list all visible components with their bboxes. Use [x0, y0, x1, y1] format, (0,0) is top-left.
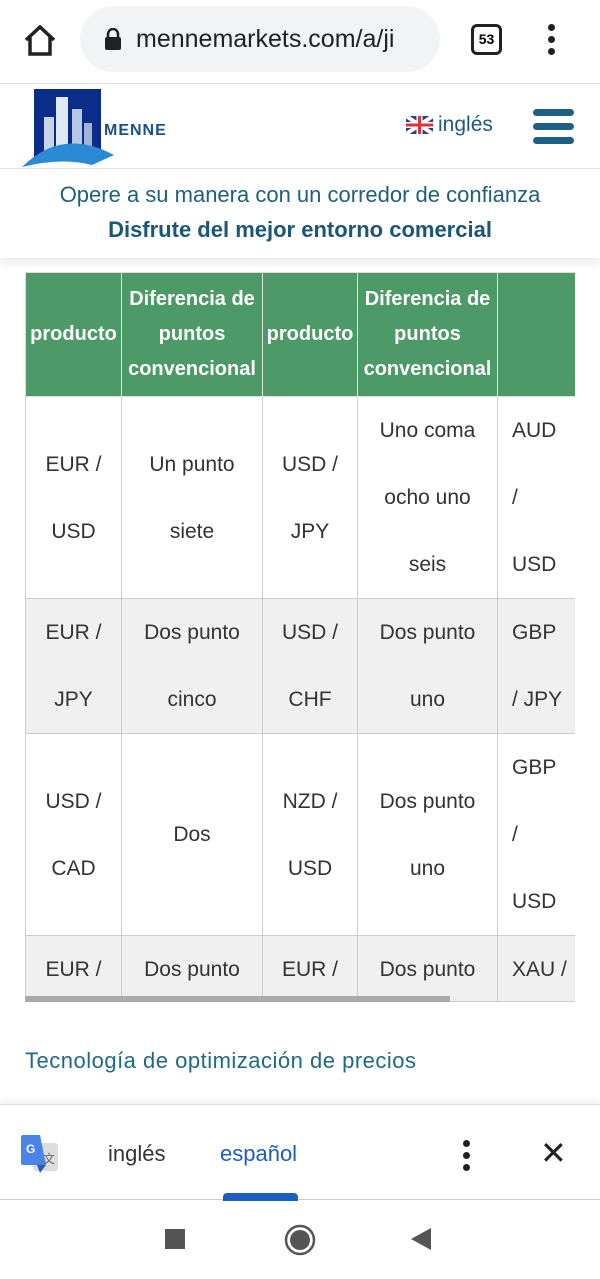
- column-header: producto: [262, 272, 358, 397]
- table-cell: Dos: [121, 733, 263, 936]
- translate-options-icon[interactable]: [463, 1140, 470, 1176]
- table-cell: USD / CHF: [262, 598, 358, 734]
- table-horizontal-scrollbar[interactable]: [25, 996, 450, 1002]
- tab-switcher-button[interactable]: 53: [471, 24, 502, 55]
- table-cell: Dos punto uno: [357, 733, 498, 936]
- svg-text:G: G: [26, 1142, 35, 1156]
- table-row: EUR / JPY Dos punto cinco USD / CHF Dos pun…: [25, 598, 575, 734]
- hamburger-menu-icon[interactable]: [533, 109, 574, 151]
- svg-text:MENNE: MENNE: [104, 122, 167, 139]
- google-translate-icon: G文: [21, 1135, 58, 1173]
- close-icon[interactable]: ✕: [540, 1135, 567, 1171]
- table-cell: GBP / USD: [497, 733, 575, 936]
- column-header: producto: [497, 272, 575, 397]
- table-cell: EUR / JPY: [25, 598, 122, 734]
- column-header: Diferencia de puntos convencional: [357, 272, 498, 397]
- browser-menu-icon[interactable]: [548, 24, 556, 60]
- table-cell: Un punto siete: [121, 396, 263, 599]
- spread-table: producto Diferencia de puntos convenciona…: [25, 272, 575, 1002]
- table-cell: USD / JPY: [262, 396, 358, 599]
- table-cell: GBP / JPY: [497, 598, 575, 734]
- tagline-banner: Opere a su manera con un corredor de con…: [0, 170, 600, 258]
- address-bar[interactable]: mennemarkets.com/a/ji: [80, 6, 440, 72]
- table-cell: Dos punto cuatro: [357, 935, 498, 1002]
- language-selector[interactable]: inglés: [406, 113, 493, 137]
- back-icon[interactable]: [411, 1228, 431, 1250]
- home-icon[interactable]: [22, 22, 58, 58]
- table-row: USD / CAD Dos NZD / USD Dos punto uno GBP / …: [25, 733, 575, 936]
- table-cell: EUR / USD: [25, 396, 122, 599]
- table-cell: USD / CAD: [25, 733, 122, 936]
- active-tab-indicator: [223, 1193, 298, 1201]
- translate-source-tab[interactable]: inglés: [108, 1141, 166, 1166]
- table-cell: AUD / USD: [497, 396, 575, 599]
- column-header: producto: [25, 272, 122, 397]
- table-cell: Uno coma ocho uno seis: [357, 396, 498, 599]
- recents-icon[interactable]: [165, 1229, 185, 1249]
- spread-table-container[interactable]: producto Diferencia de puntos convenciona…: [25, 272, 575, 1002]
- table-cell: NZD / USD: [262, 733, 358, 936]
- table-cell: Dos punto uno: [357, 598, 498, 734]
- browser-toolbar: mennemarkets.com/a/ji 53: [0, 0, 600, 84]
- url-text: mennemarkets.com/a/ji: [136, 24, 395, 53]
- table-cell: EUR / CHF: [262, 935, 358, 1002]
- uk-flag-icon: [406, 116, 433, 134]
- table-cell: Dos punto cinco: [121, 598, 263, 734]
- site-header: MENNE inglés: [0, 85, 600, 169]
- svg-text:文: 文: [43, 1151, 55, 1166]
- translate-target-tab[interactable]: español: [220, 1141, 298, 1166]
- table-row: EUR / USD Un punto siete USD / JPY Uno coma…: [25, 396, 575, 599]
- lock-icon: [105, 28, 121, 50]
- language-label: inglés: [438, 113, 493, 136]
- column-header: Diferencia de puntos convencional: [121, 272, 263, 397]
- section-title: Tecnología de optimización de precios: [25, 1048, 417, 1073]
- table-cell: XAU / USD: [497, 935, 575, 1002]
- table-cell: Dos punto dos: [121, 935, 263, 1002]
- home-nav-icon[interactable]: [284, 1224, 316, 1256]
- menne-logo[interactable]: MENNE: [22, 87, 182, 169]
- tagline-secondary: Disfrute del mejor entorno comercial: [108, 217, 492, 242]
- table-cell: EUR / GBP: [25, 935, 122, 1002]
- tagline-primary: Opere a su manera con un corredor de con…: [59, 182, 541, 207]
- android-nav-bar: [0, 1201, 600, 1279]
